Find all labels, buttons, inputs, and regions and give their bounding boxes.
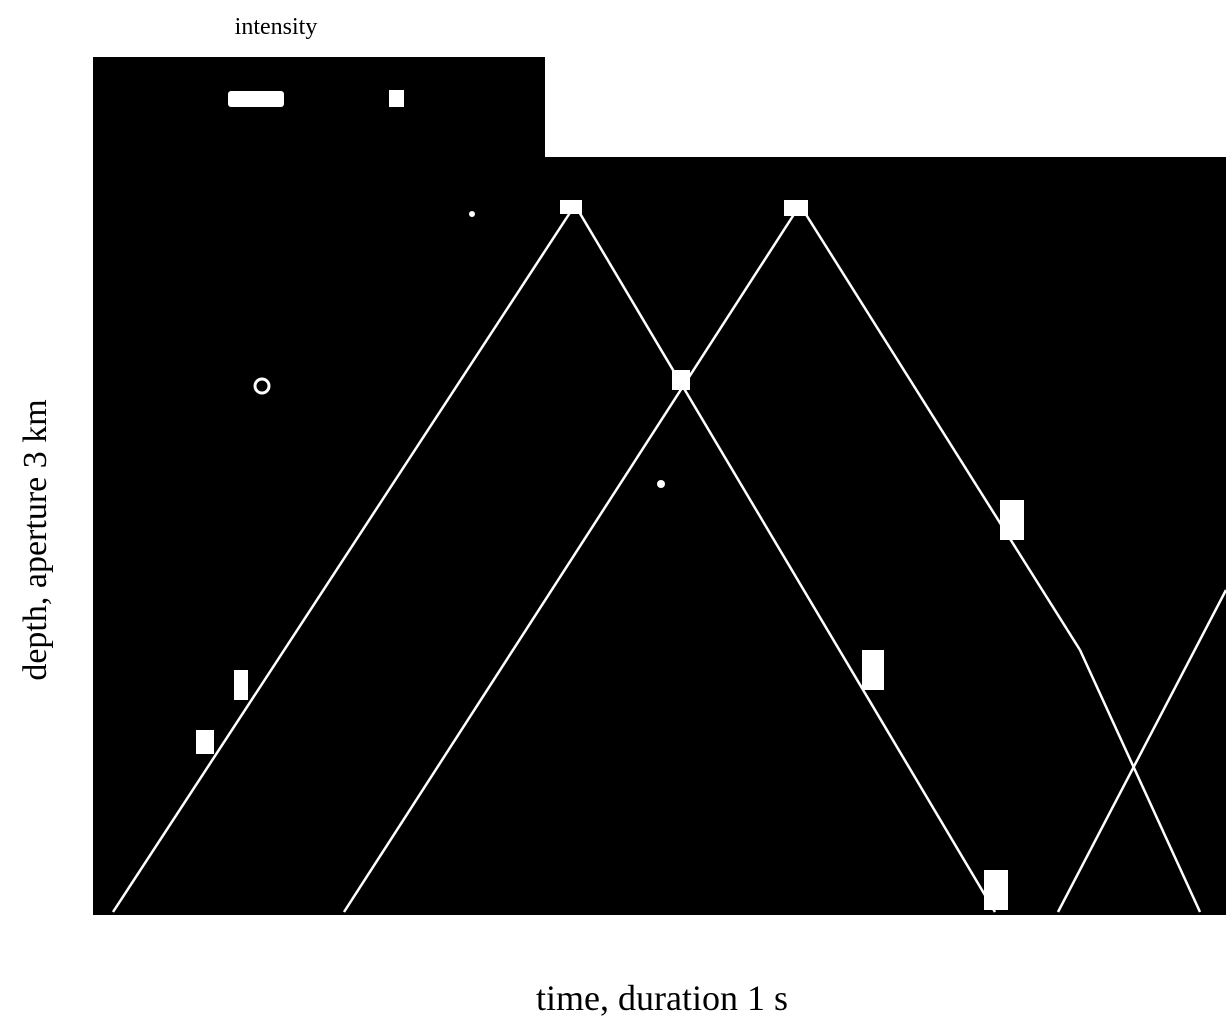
trace [1056, 589, 1226, 913]
trace [573, 204, 997, 913]
blob [862, 650, 884, 690]
panel-main [93, 157, 1226, 915]
top-label: intensity [235, 14, 318, 40]
trace [111, 204, 577, 913]
blob [672, 370, 690, 390]
trace [342, 204, 802, 913]
blob [657, 480, 665, 488]
blob [560, 200, 582, 214]
blob [1000, 500, 1024, 540]
trace [798, 204, 1082, 651]
blob [196, 730, 214, 754]
blob [784, 200, 808, 216]
trace-blobs [196, 200, 1024, 910]
trace [1078, 649, 1202, 913]
blob [253, 377, 271, 395]
panel-top [93, 57, 545, 159]
x-axis-label: time, duration 1 s [536, 978, 788, 1018]
blob [389, 90, 404, 107]
image-panel [93, 57, 1226, 915]
traces [111, 204, 1226, 913]
blob [984, 870, 1008, 910]
blob [469, 211, 475, 217]
y-axis-label: depth, aperture 3 km [17, 399, 54, 680]
blob [228, 91, 284, 107]
blob [234, 670, 248, 700]
